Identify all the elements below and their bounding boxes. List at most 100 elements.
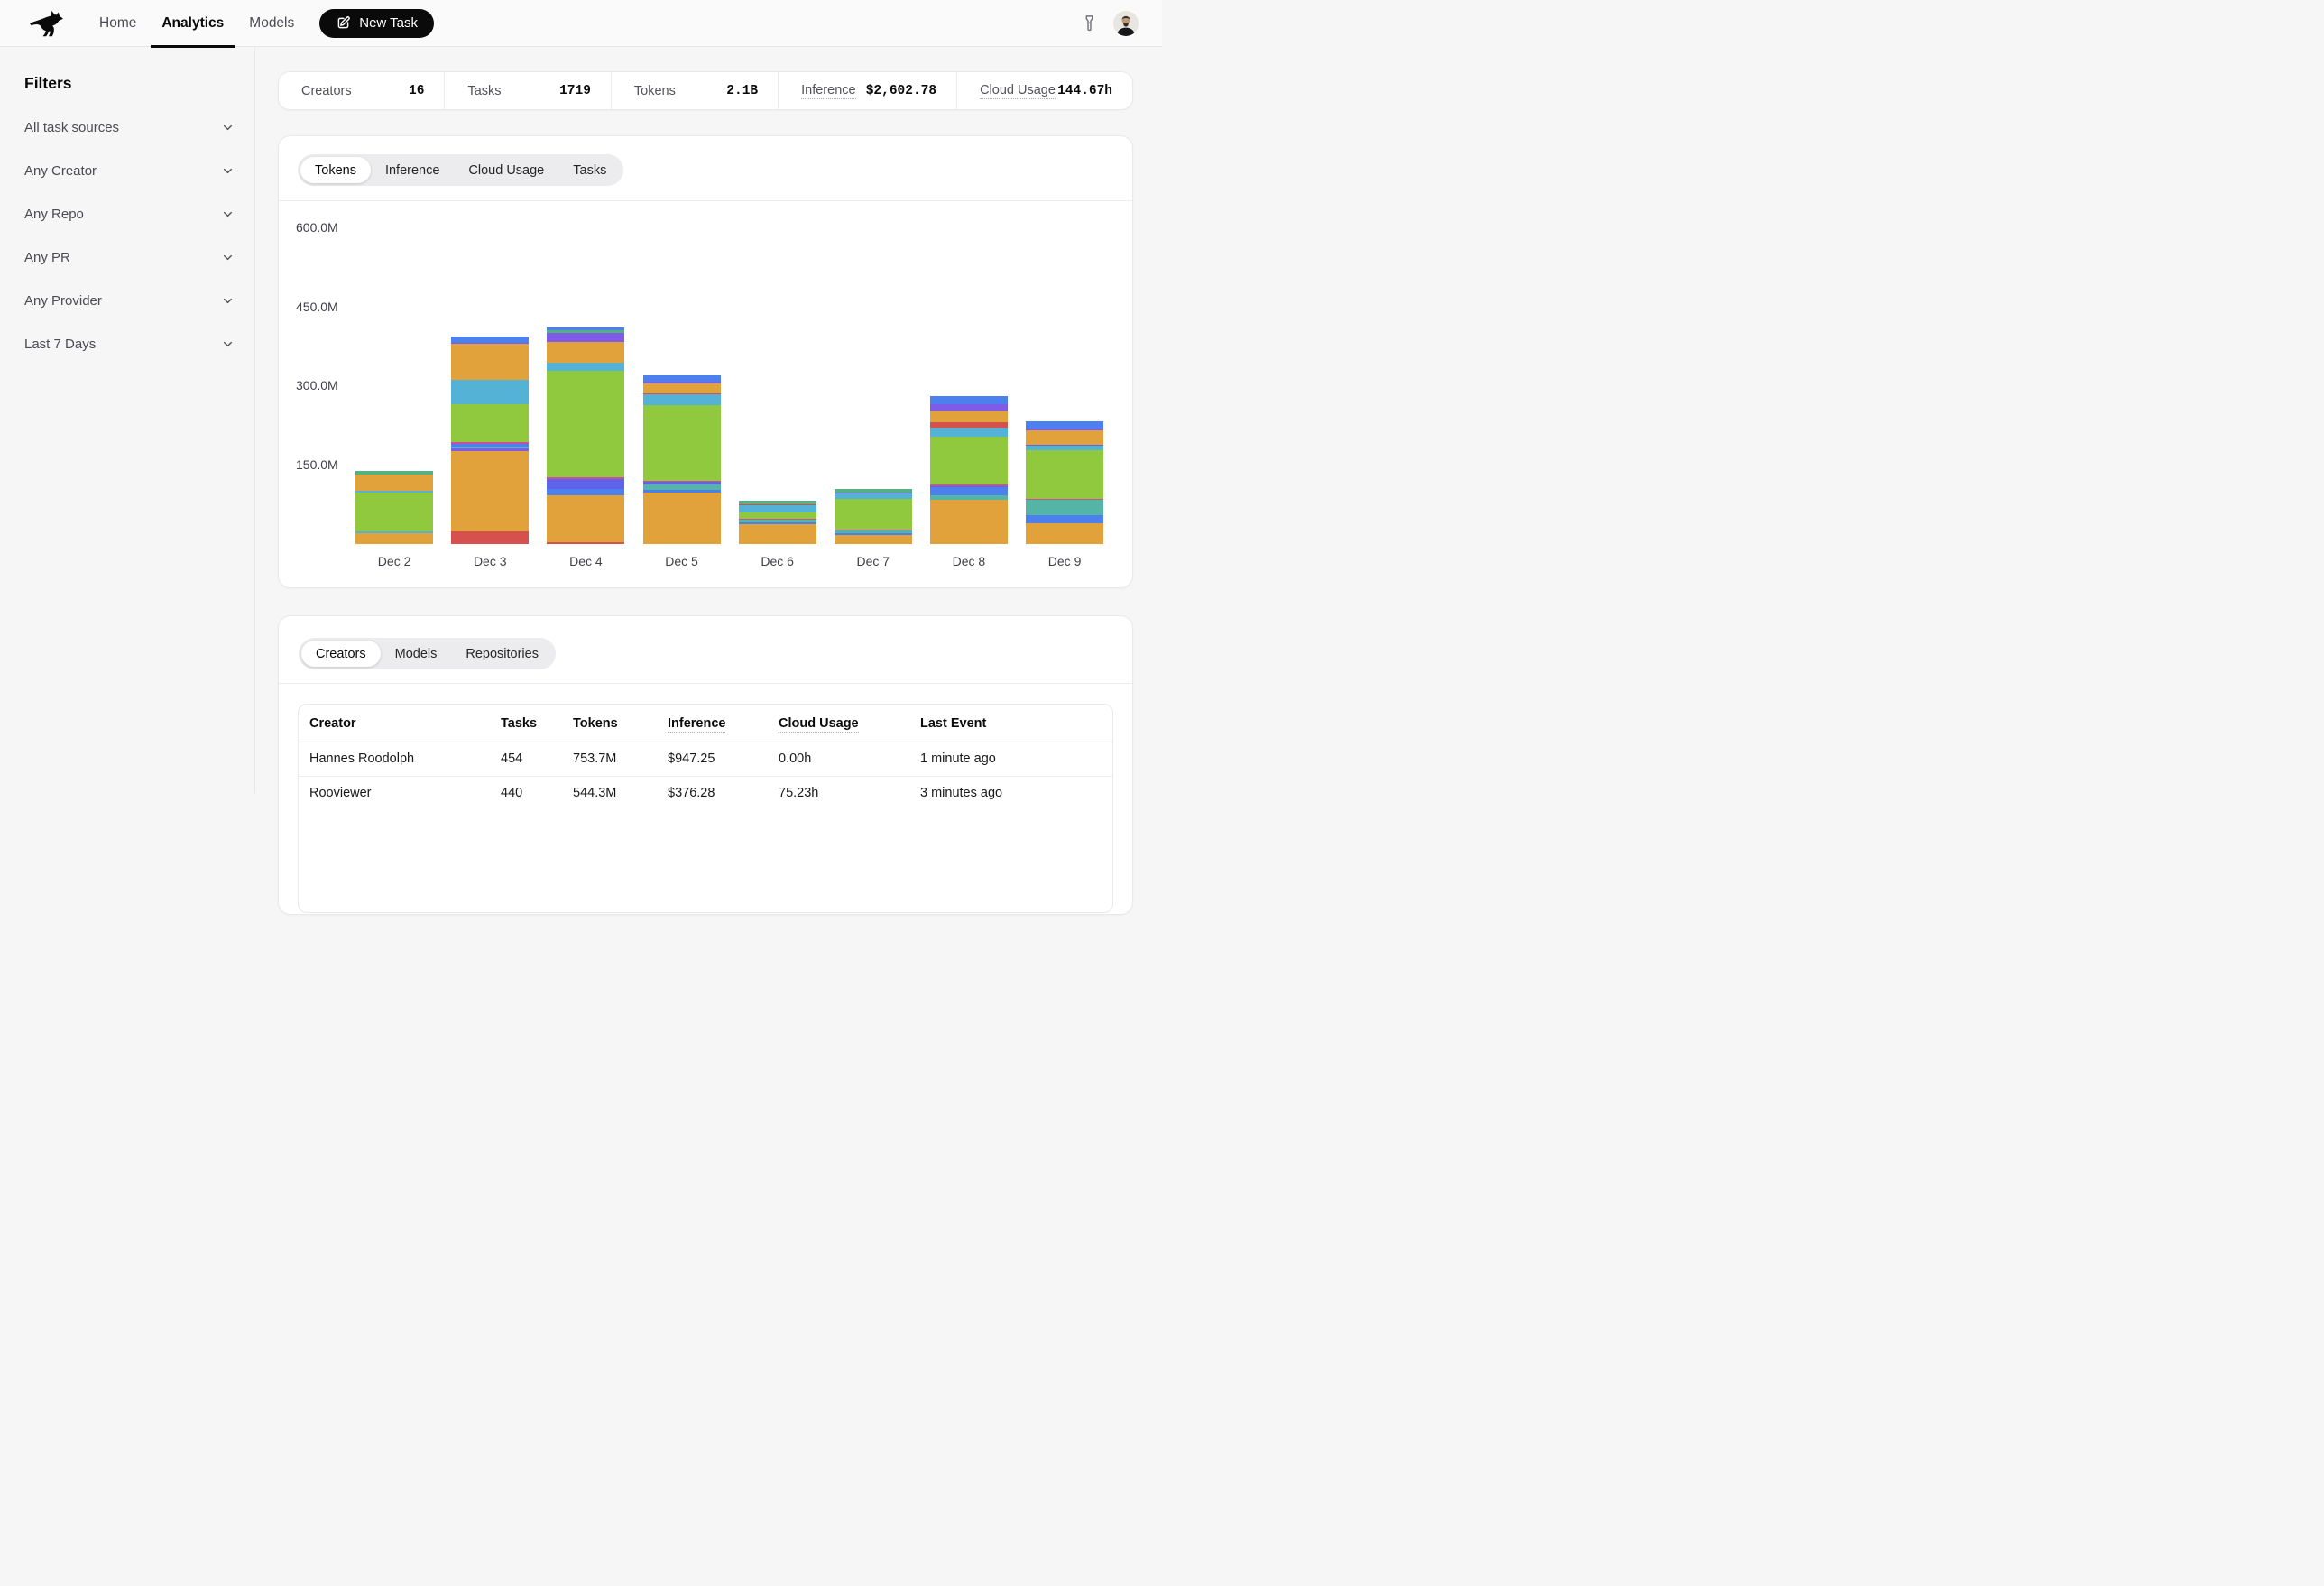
table-cell: 75.23h [779,786,920,800]
filter-label: All task sources [24,120,119,135]
breakdown-card-divider [279,683,1132,684]
bar-segment-royal [1026,421,1103,429]
bar-segment-sky [547,363,624,370]
table-header-tasks: Tasks [501,716,573,731]
new-task-button[interactable]: New Task [319,9,434,38]
y-axis-tick: 600.0M [296,220,338,235]
chevron-down-icon [221,251,235,264]
bar-segment-orange [355,533,433,544]
bar-segment-purple [930,404,1008,411]
bar-segment-green [739,512,816,519]
chevron-down-icon [221,121,235,134]
top-right-actions [1082,11,1139,36]
bar-segment-red [451,531,529,544]
table-cell: 1 minute ago [920,752,1112,766]
chart-tab-inference[interactable]: Inference [371,157,454,183]
bar-dec-6[interactable] [739,501,816,544]
table-row-hannes-roodolph[interactable]: Hannes Roodolph454753.7M$947.250.00h1 mi… [299,742,1112,776]
filter-label: Any Provider [24,293,102,309]
bar-segment-orange [643,383,721,393]
table-cell: 544.3M [573,786,668,800]
breakdown-tab-models[interactable]: Models [381,641,452,667]
bar-segment-royal [930,487,1008,495]
chart-tab-tokens[interactable]: Tokens [300,157,371,183]
bar-segment-green [1026,450,1103,499]
nav-item-analytics[interactable]: Analytics [149,0,236,47]
bar-segment-green [930,437,1008,484]
filter-label: Any PR [24,250,70,265]
bar-segment-green [451,404,529,442]
bar-segment-green [643,405,721,481]
chart-card: TokensInferenceCloud UsageTasks 150.0M 30… [278,135,1133,588]
table-cell: 3 minutes ago [920,786,1112,800]
bar-segment-orange [930,411,1008,422]
breakdown-tab-creators[interactable]: Creators [301,641,381,667]
bar-dec-7[interactable] [835,489,912,544]
header-label: Inference [668,716,725,733]
table-cell: Rooviewer [309,786,501,800]
stat-label: Tokens [634,84,676,98]
x-axis-label: Dec 5 [665,554,698,568]
bar-segment-orange [739,524,816,544]
chart-tab-tasks[interactable]: Tasks [558,157,621,183]
kangaroo-logo-icon[interactable] [27,10,67,37]
stats-bar: Creators16Tasks1719 Tokens 2.1B Inference $2… [278,71,1133,110]
breakdown-tab-repositories[interactable]: Repositories [451,641,553,667]
user-photo [1113,11,1139,36]
bar-segment-teal [1026,500,1103,515]
stat-value: 16 [409,84,424,98]
bar-dec-9[interactable] [1026,421,1103,544]
chart-tab-cloud-usage[interactable]: Cloud Usage [454,157,558,183]
table-cell: 454 [501,752,573,766]
flashlight-button[interactable] [1082,14,1097,32]
stat-value: 1719 [559,84,591,98]
bar-segment-red [547,542,624,544]
filter-dropdown-any-creator[interactable]: Any Creator [24,149,235,192]
filter-list: All task sources Any Creator Any Repo Any P… [24,106,235,365]
chevron-down-icon [221,337,235,351]
table-header-last-event: Last Event [920,716,1112,731]
nav-item-home[interactable]: Home [87,0,149,47]
y-axis-tick: 150.0M [296,457,338,472]
filter-label: Any Creator [24,163,97,179]
stat-value: 2.1B [726,84,758,98]
y-axis-tick: 300.0M [296,378,338,392]
bar-segment-orange [451,451,529,531]
bar-segment-royal [547,489,624,495]
bar-dec-3[interactable] [451,337,529,544]
bar-dec-8[interactable] [930,396,1008,544]
bar-segment-orange [1026,430,1103,446]
filter-dropdown-any-pr[interactable]: Any PR [24,235,235,279]
filter-dropdown-any-provider[interactable]: Any Provider [24,279,235,322]
nav-item-models[interactable]: Models [236,0,307,47]
stacked-bar-chart: 150.0M300.0M450.0M600.0M [279,201,1132,544]
stat-inference: Inference $2,602.78 [778,72,956,109]
bar-segment-royal [643,375,721,383]
header-label: Tasks [501,716,537,731]
stat-tasks: Tasks1719 [444,72,610,109]
creators-table: CreatorTasksTokensInferenceCloud UsageLa… [298,704,1113,913]
filter-dropdown-last-7-days[interactable]: Last 7 Days [24,322,235,365]
filter-dropdown-all-task-sources[interactable]: All task sources [24,106,235,149]
table-cell: $376.28 [668,786,779,800]
edit-icon [336,15,351,31]
bar-dec-5[interactable] [643,375,721,545]
stat-creators: Creators16 [279,72,444,109]
main-nav: HomeAnalyticsModels [87,0,307,47]
filters-sidebar: Filters All task sourcesAny CreatorAny R… [0,47,255,793]
bar-segment-orange [451,344,529,380]
bar-dec-4[interactable] [547,327,624,544]
stat-label: Inference [801,83,855,99]
top-bar: HomeAnalyticsModels New Task [0,0,1162,47]
filter-label: Last 7 Days [24,337,96,352]
table-row-rooviewer[interactable]: Rooviewer440544.3M$376.2875.23h3 minutes… [299,776,1112,810]
bar-segment-orange [643,493,721,544]
bar-segment-green [547,371,624,478]
stat-value: $2,602.78 [866,84,936,98]
filter-dropdown-any-repo[interactable]: Any Repo [24,192,235,235]
bar-dec-2[interactable] [355,471,433,544]
table-cell: 753.7M [573,752,668,766]
user-avatar[interactable] [1113,11,1139,36]
table-header-cloud-usage: Cloud Usage [779,716,920,731]
flashlight-icon [1082,14,1097,32]
